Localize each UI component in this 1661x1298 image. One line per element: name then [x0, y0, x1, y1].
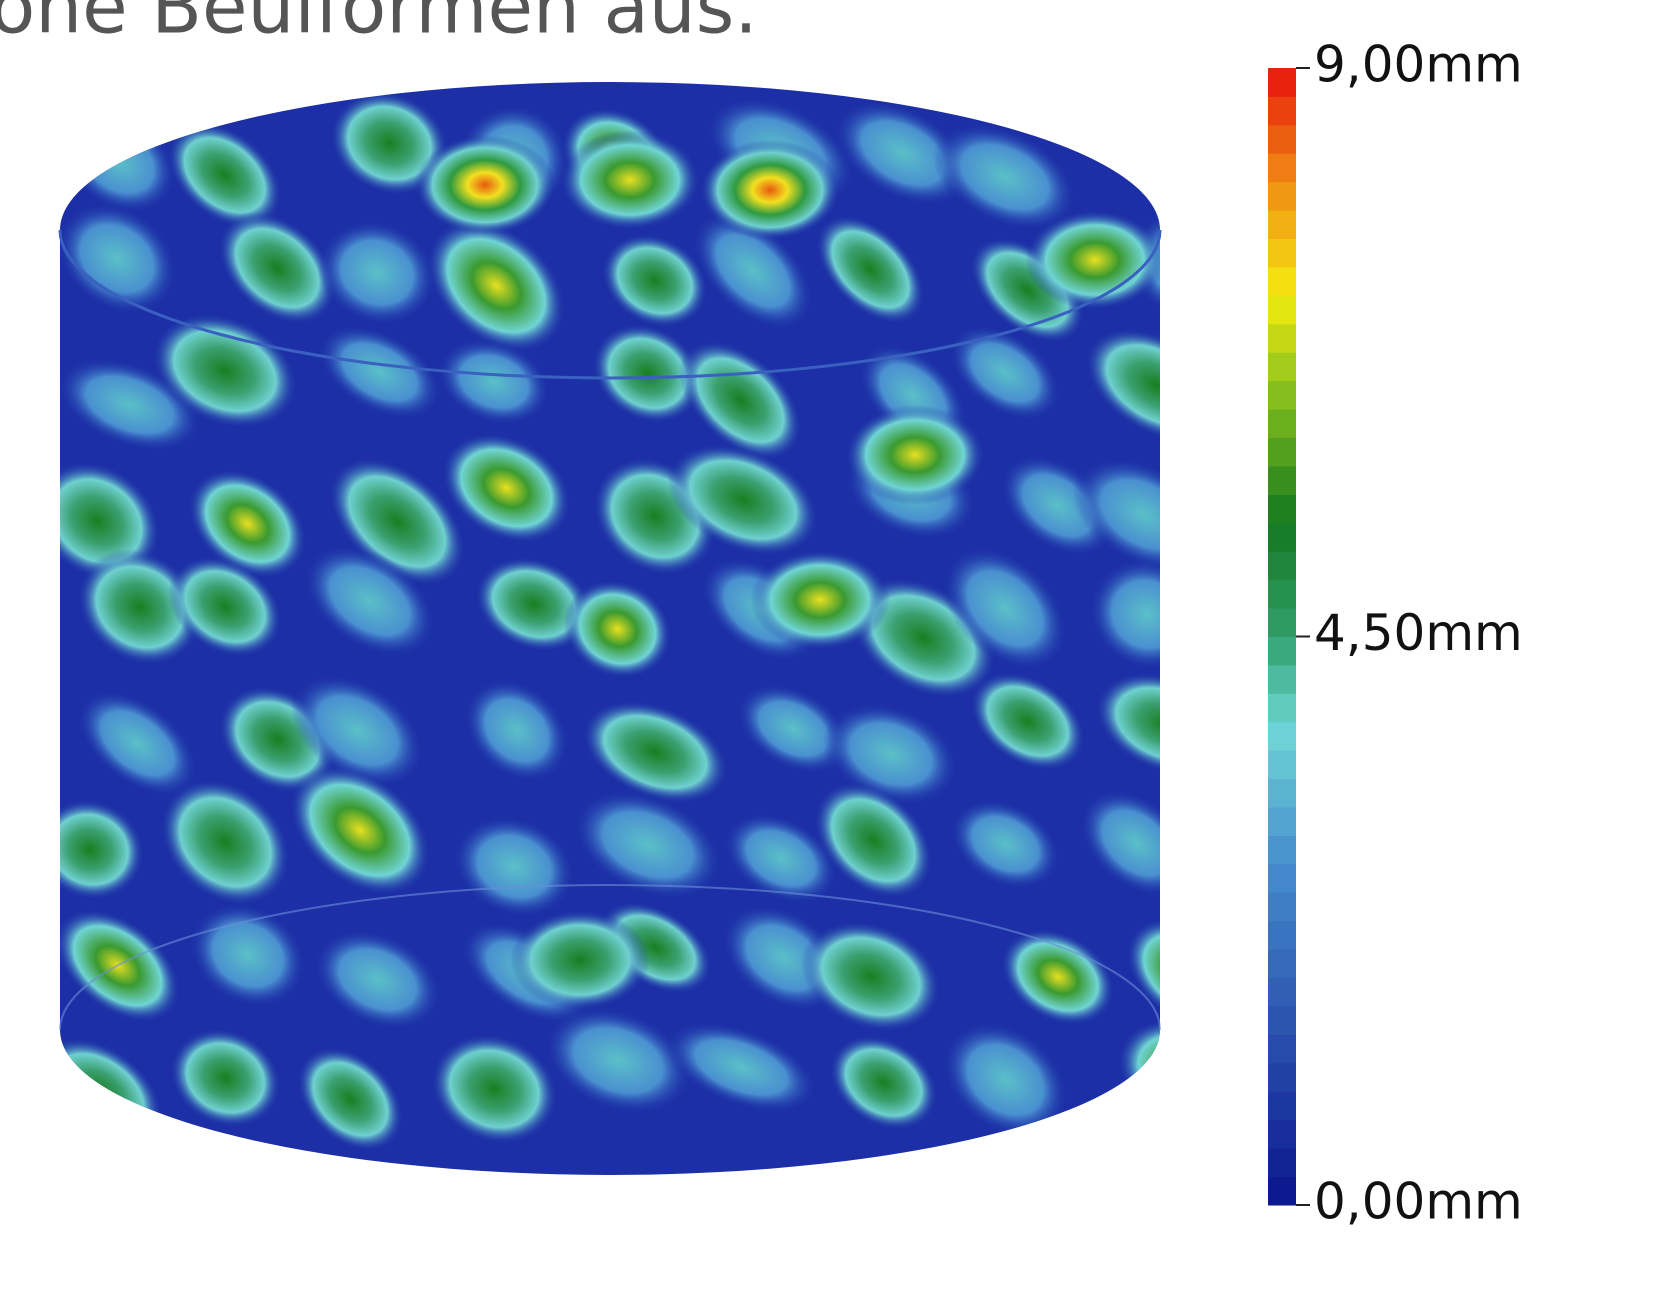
colorbar-band [1268, 324, 1296, 353]
colorbar-band [1268, 1063, 1296, 1092]
colorbar-band [1268, 267, 1296, 296]
colorbar-band [1268, 68, 1296, 97]
colorbar-band [1268, 779, 1296, 808]
tick-label: 4,50mm [1314, 604, 1523, 662]
bulge [845, 405, 985, 505]
colorbar-band [1268, 1091, 1296, 1120]
bulge [560, 130, 700, 230]
colorbar-band [1268, 835, 1296, 864]
colorbar-band [1268, 722, 1296, 751]
tick-label: 0,00mm [1314, 1173, 1523, 1231]
colorbar-band [1268, 608, 1296, 637]
colorbar-band [1268, 295, 1296, 324]
colorbar-band [1268, 438, 1296, 467]
colorbar-band [1268, 1148, 1296, 1177]
colorbar-band [1268, 409, 1296, 438]
colorbar-band [1268, 125, 1296, 154]
colorbar-band [1268, 1006, 1296, 1035]
colorbar-band [1268, 381, 1296, 410]
bulge [1025, 210, 1165, 310]
colorbar-band [1268, 352, 1296, 381]
colorbar-band [1268, 466, 1296, 495]
colorbar-band [1268, 96, 1296, 125]
colorbar-band [1268, 665, 1296, 694]
colorbar-band [1268, 807, 1296, 836]
tick-label: 9,00mm [1314, 36, 1523, 94]
colorbar-band [1268, 750, 1296, 779]
colorbar-band [1268, 1120, 1296, 1149]
colorbar-band [1268, 551, 1296, 580]
colorbar-band [1268, 210, 1296, 239]
colorbar-band [1268, 239, 1296, 268]
bulge [700, 140, 840, 240]
colorbar-band [1268, 864, 1296, 893]
colorbar-band [1268, 892, 1296, 921]
page: ohe Beulformen aus. 9,00mm4,50mm0,00mm (… [0, 0, 1661, 1298]
colorbar-band [1268, 494, 1296, 523]
heading: ohe Beulformen aus. [0, 0, 758, 51]
bulge [750, 550, 890, 650]
figure: ohe Beulformen aus. 9,00mm 4,50mm 0,00mm [0, 0, 1661, 1298]
colorbar-band [1268, 949, 1296, 978]
bulge [510, 910, 650, 1010]
colorbar-band [1268, 637, 1296, 666]
colorbar-band [1268, 978, 1296, 1007]
colorbar-band [1268, 580, 1296, 609]
colorbar-band [1268, 153, 1296, 182]
colorbar-band [1268, 182, 1296, 211]
colorbar-band [1268, 693, 1296, 722]
bulge [415, 135, 555, 235]
colorbar-band [1268, 1034, 1296, 1063]
colorbar-band [1268, 523, 1296, 552]
colorbar-band [1268, 1177, 1296, 1206]
colorbar: 9,00mm 4,50mm 0,00mm [1268, 36, 1523, 1231]
colorbar-band [1268, 921, 1296, 950]
